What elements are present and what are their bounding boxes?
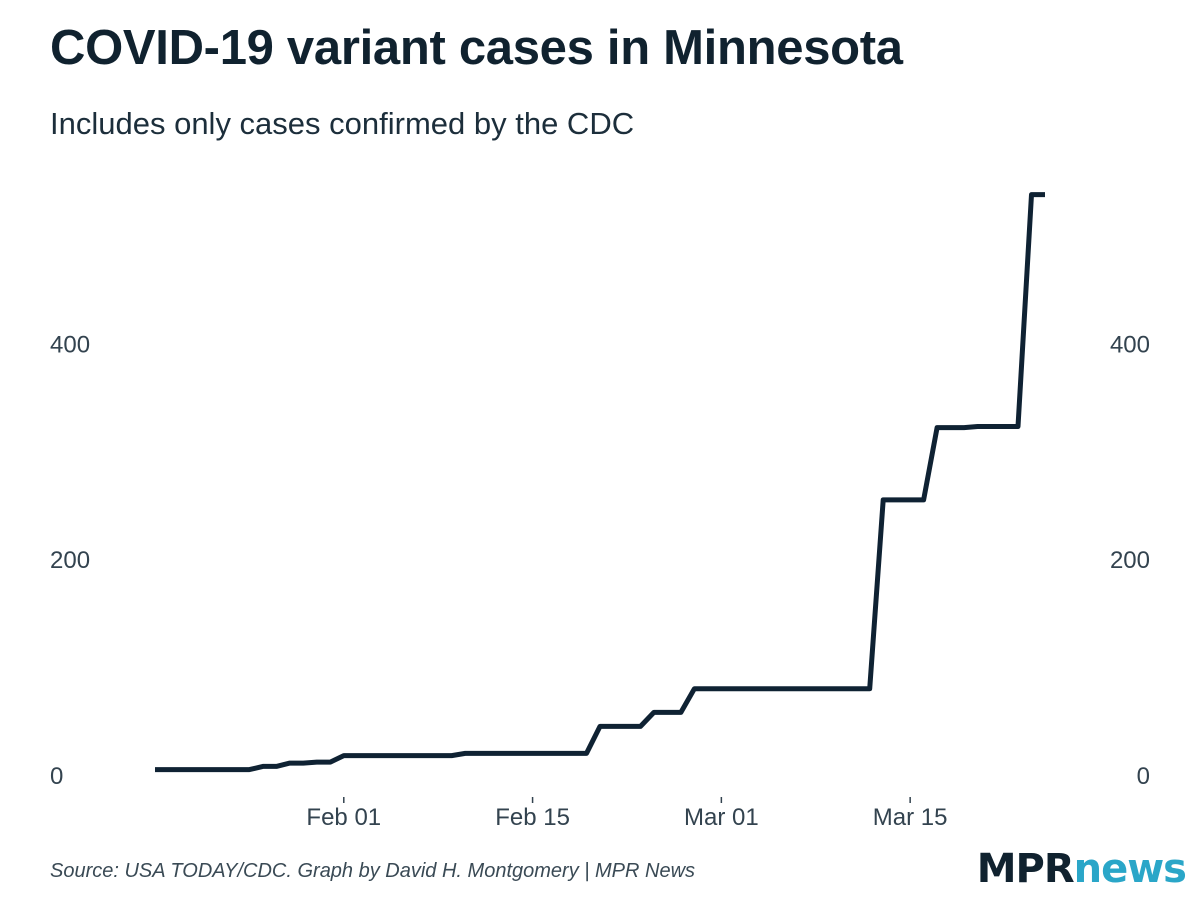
y-tick-label-left: 400: [50, 331, 90, 358]
y-tick-label-right: 200: [1110, 547, 1150, 574]
chart-subtitle: Includes only cases confirmed by the CDC: [50, 106, 635, 141]
y-axis-right: 0 200 400: [1110, 331, 1150, 790]
y-tick-label-left: 200: [50, 547, 90, 574]
x-tick-label: Feb 01: [306, 804, 381, 831]
x-axis: Feb 01 Feb 15 Mar 01 Mar 15: [306, 797, 948, 831]
y-tick-label-right: 400: [1110, 331, 1150, 358]
chart-title: COVID-19 variant cases in Minnesota: [50, 21, 903, 75]
mpr-news-logo: MPRnews: [976, 846, 1187, 892]
series-line: [155, 192, 1045, 773]
logo-news-text: news: [1073, 846, 1187, 892]
source-note: Source: USA TODAY/CDC. Graph by David H.…: [50, 860, 696, 882]
y-axis-left: 0 200 400: [50, 331, 90, 790]
x-tick-label: Feb 15: [495, 804, 570, 831]
x-tick-label: Mar 15: [873, 804, 948, 831]
series-group: [155, 192, 1045, 773]
x-tick-label: Mar 01: [684, 804, 759, 831]
logo-mpr-text: MPR: [976, 846, 1075, 892]
y-tick-label-right: 0: [1137, 763, 1150, 790]
y-tick-label-left: 0: [50, 763, 63, 790]
